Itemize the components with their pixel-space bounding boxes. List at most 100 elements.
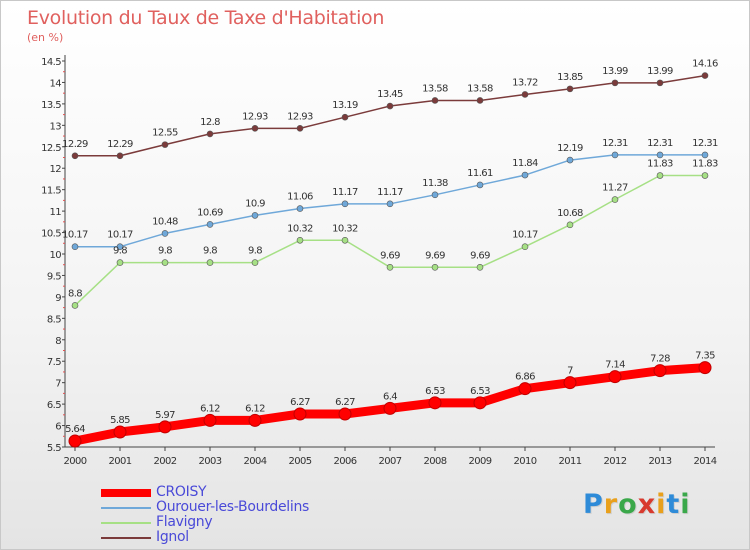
data-point-ourouer-les-bourdelins — [116, 243, 124, 251]
data-point-ignol — [521, 91, 529, 98]
data-point-flavigny — [71, 302, 79, 309]
legend-swatch — [101, 507, 151, 509]
data-point-croisy — [68, 434, 82, 448]
y-tick-label: 10.5 — [41, 229, 61, 240]
data-point-ourouer-les-bourdelins — [386, 200, 394, 208]
data-point-ignol — [386, 102, 394, 110]
x-tick-label: 2000 — [63, 456, 86, 467]
y-tick-label: 12.5 — [41, 143, 61, 154]
data-label-ourouer-les-bourdelins: 10.48 — [152, 216, 178, 227]
chart-title: Evolution du Taux de Taxe d'Habitation — [27, 7, 385, 29]
data-label-croisy: 6.53 — [470, 386, 490, 397]
data-label-ourouer-les-bourdelins: 11.17 — [377, 187, 403, 198]
data-label-ourouer-les-bourdelins: 11.38 — [422, 178, 448, 189]
x-tick-label: 2006 — [333, 456, 356, 467]
y-tick-label: 11 — [49, 207, 61, 218]
data-label-croisy: 7.28 — [650, 354, 670, 365]
data-label-ourouer-les-bourdelins: 12.31 — [647, 138, 673, 149]
data-point-ourouer-les-bourdelins — [521, 171, 529, 179]
data-point-ignol — [161, 141, 169, 148]
data-point-croisy — [698, 361, 712, 375]
data-point-croisy — [203, 413, 217, 427]
data-point-ignol — [116, 152, 124, 160]
data-label-croisy: 6.27 — [335, 397, 355, 408]
data-label-flavigny: 10.32 — [332, 223, 358, 234]
data-point-croisy — [518, 382, 532, 396]
data-point-ourouer-les-bourdelins — [206, 221, 214, 228]
chart-axes: 5.566.577.588.599.51010.51111.51212.5131… — [41, 55, 717, 467]
data-label-ignol: 12.93 — [287, 111, 313, 122]
y-tick-label: 5.5 — [47, 443, 61, 454]
data-label-ignol: 12.8 — [200, 117, 220, 128]
legend-label: Flavigny — [156, 514, 213, 530]
data-point-flavigny — [161, 259, 169, 266]
x-tick-label: 2008 — [423, 456, 446, 467]
data-point-ourouer-les-bourdelins — [341, 200, 349, 208]
data-point-croisy — [158, 420, 172, 434]
data-point-flavigny — [701, 172, 709, 179]
data-point-flavigny — [521, 243, 529, 251]
data-label-flavigny: 10.32 — [287, 223, 313, 234]
data-label-flavigny: 9.69 — [380, 250, 400, 261]
x-tick-label: 2011 — [558, 456, 581, 467]
data-label-flavigny: 8.8 — [68, 288, 82, 299]
y-tick-label: 9 — [55, 293, 61, 304]
data-label-croisy: 6.12 — [245, 403, 265, 414]
y-tick-label: 6.5 — [47, 400, 61, 411]
logo-letter: o — [618, 489, 638, 520]
data-label-croisy: 5.85 — [110, 415, 130, 426]
chart-unit: (en %) — [27, 31, 64, 44]
data-point-ourouer-les-bourdelins — [566, 156, 574, 164]
data-point-flavigny — [296, 236, 304, 244]
data-label-flavigny: 9.8 — [158, 246, 172, 257]
data-point-ourouer-les-bourdelins — [251, 212, 259, 219]
data-point-ourouer-les-bourdelins — [296, 205, 304, 212]
y-tick-label: 7.5 — [47, 357, 61, 368]
data-point-croisy — [248, 413, 262, 427]
y-tick-label: 12 — [49, 164, 61, 175]
y-tick-label: 6 — [55, 422, 61, 433]
data-label-ignol: 13.19 — [332, 100, 358, 111]
data-label-croisy: 6.12 — [200, 403, 220, 414]
data-label-ourouer-les-bourdelins: 10.9 — [245, 198, 265, 209]
data-point-ignol — [656, 79, 664, 87]
data-point-ourouer-les-bourdelins — [656, 151, 664, 159]
y-tick-label: 13 — [49, 121, 61, 132]
data-point-ourouer-les-bourdelins — [701, 151, 709, 159]
y-tick-label: 7 — [55, 379, 61, 390]
data-point-flavigny — [656, 172, 664, 179]
data-label-ourouer-les-bourdelins: 11.61 — [467, 168, 493, 179]
data-label-ourouer-les-bourdelins: 10.17 — [62, 230, 88, 241]
data-point-flavigny — [611, 196, 619, 203]
y-tick-label: 13.5 — [41, 100, 61, 111]
data-point-ignol — [71, 152, 79, 160]
data-point-ignol — [611, 79, 619, 87]
data-label-ignol: 13.72 — [512, 77, 538, 88]
y-tick-label: 14 — [49, 78, 61, 89]
data-label-ignol: 13.99 — [647, 66, 673, 77]
data-point-flavigny — [386, 263, 394, 271]
data-point-ourouer-les-bourdelins — [431, 191, 439, 199]
data-point-ourouer-les-bourdelins — [161, 230, 169, 237]
x-tick-label: 2004 — [243, 456, 266, 467]
data-point-croisy — [473, 396, 487, 410]
logo-letter: i — [680, 489, 691, 520]
logo-letter: r — [603, 489, 619, 520]
logo-letter: t — [666, 489, 681, 520]
data-label-ignol: 13.58 — [467, 83, 493, 94]
data-label-ignol: 13.58 — [422, 83, 448, 94]
legend-label: Ourouer-les-Bourdelins — [156, 499, 310, 515]
data-label-flavigny: 9.8 — [203, 246, 217, 257]
y-tick-label: 8 — [55, 336, 61, 347]
data-point-croisy — [563, 376, 577, 390]
data-point-flavigny — [431, 263, 439, 271]
x-tick-label: 2012 — [603, 456, 626, 467]
data-point-ignol — [476, 97, 484, 104]
chart-data-labels: 12.29 12.29 12.55 12.8 12.93 12.93 13.19 13.45 1… — [62, 59, 718, 435]
x-tick-label: 2003 — [198, 456, 221, 467]
data-label-flavigny: 11.27 — [602, 183, 628, 194]
data-label-croisy: 7.35 — [695, 351, 715, 362]
data-label-ignol: 12.29 — [107, 139, 133, 150]
